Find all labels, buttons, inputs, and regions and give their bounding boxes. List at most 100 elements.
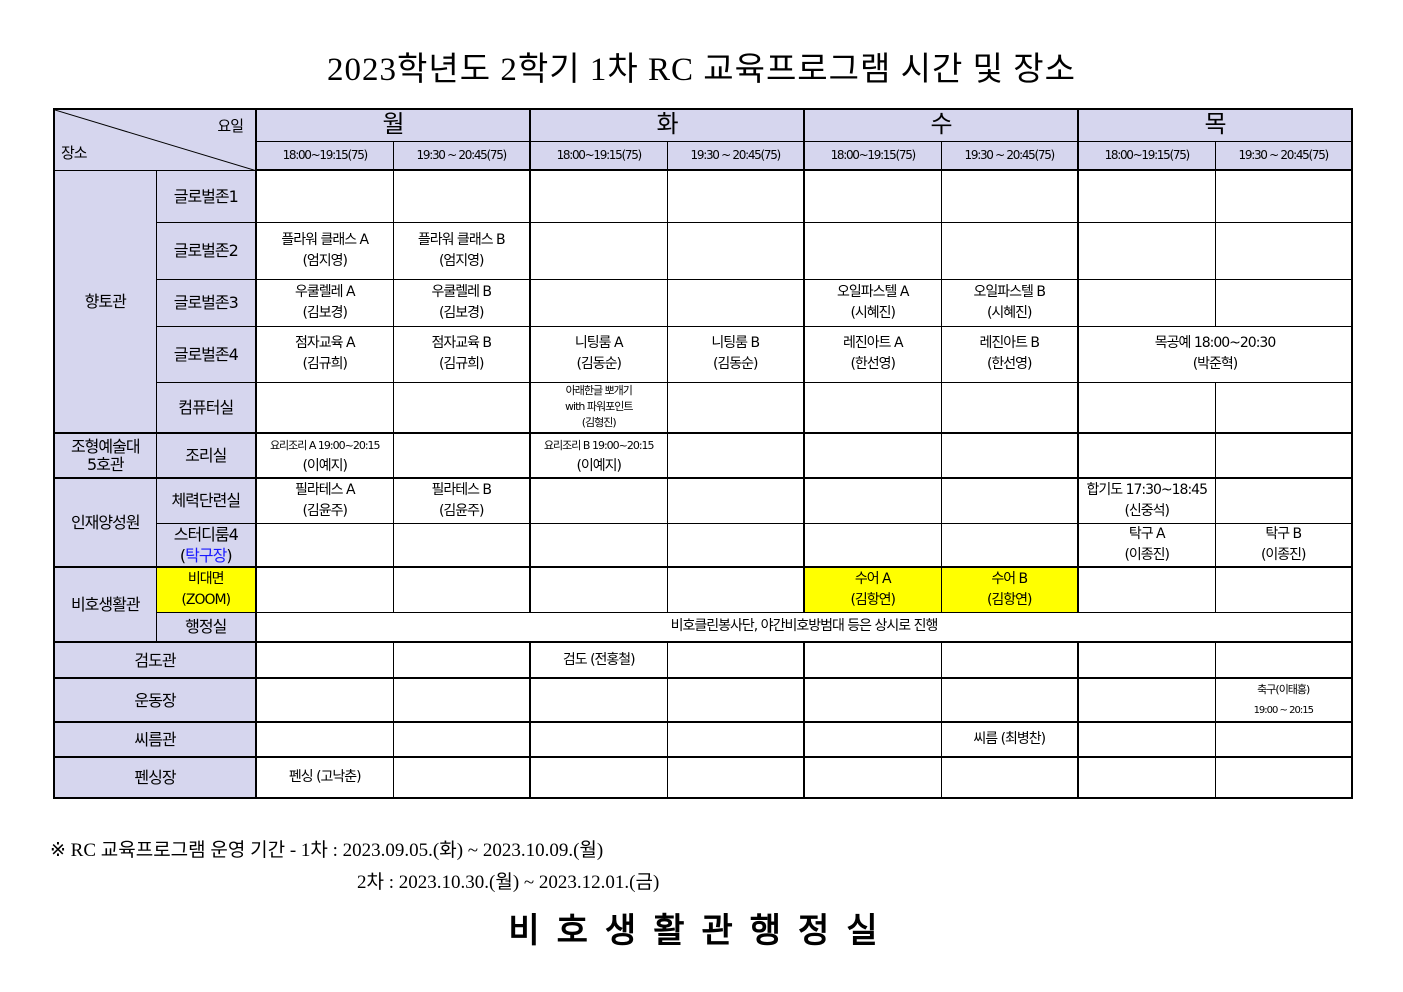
schedule-cell bbox=[803, 432, 942, 479]
schedule-cell bbox=[940, 641, 1079, 679]
schedule-cell: 축구(이태홍) 19:00 ~ 20:15 bbox=[1214, 677, 1353, 723]
table-row: 인재양성원 체력단련실 필라테스 A (김윤주) 필라테스 B (김윤주) 합기도 17:3… bbox=[53, 477, 1353, 568]
day-header: 목 bbox=[1077, 108, 1353, 142]
cell-line: 검도 (전홍철) bbox=[562, 651, 636, 668]
place-cell: 검도관 bbox=[53, 641, 257, 679]
building-cell: 비호생활관 bbox=[53, 566, 157, 643]
table-row: 글로벌존2 플라워 클래스 A (엄지영) 플라워 클래스 B (엄지영) bbox=[54, 221, 1353, 280]
table-row: 운동장 축구(이태홍) 19:00 ~ 20:15 bbox=[53, 677, 1353, 723]
schedule-cell bbox=[1214, 477, 1353, 524]
schedule-cell bbox=[392, 721, 531, 758]
corner-cell: 요일 장소 bbox=[53, 108, 257, 171]
schedule-cell bbox=[255, 641, 394, 679]
schedule-cell bbox=[255, 169, 394, 223]
schedule-cell bbox=[255, 721, 394, 758]
room-cell: 스터디룸4 (탁구장) bbox=[155, 522, 257, 568]
schedule-cell bbox=[666, 169, 805, 223]
schedule-cell bbox=[392, 641, 531, 679]
schedule-cell bbox=[803, 477, 942, 524]
cell-line: 우쿨렐레 B bbox=[431, 283, 492, 300]
place-cell: 씨름관 bbox=[53, 721, 257, 758]
room-sub-highlight: 탁구장 bbox=[185, 545, 227, 565]
schedule-cell bbox=[1077, 432, 1216, 479]
time-slot-header: 18:00~19:15(75) bbox=[255, 140, 394, 171]
cell-line: (김윤주) bbox=[302, 502, 348, 519]
room-cell: 컴퓨터실 bbox=[155, 381, 257, 434]
schedule-cell bbox=[529, 221, 668, 280]
table-row: 씨름관 씨름 (최병찬) bbox=[53, 721, 1353, 758]
schedule-cell bbox=[255, 522, 394, 568]
room-cell: 비대면 (ZOOM) bbox=[155, 566, 257, 613]
cell-line: (김규희) bbox=[438, 356, 485, 372]
day-header: 수 bbox=[803, 108, 1079, 142]
schedule-cell: 플라워 클래스 A (엄지영) bbox=[255, 221, 394, 280]
schedule-cell bbox=[255, 381, 394, 434]
table-row: 스터디룸4 (탁구장) 탁구 A (이종진) 탁구 B (이종진) bbox=[54, 522, 1353, 568]
table-row: 조형예술대 5호관 조리실 요리조리 A 19:00~20:15 (이예지) 요리조리 B… bbox=[53, 432, 1353, 479]
schedule-cell bbox=[666, 221, 805, 280]
period-note-2: 2차 : 2023.10.30.(월) ~ 2023.12.01.(금) bbox=[357, 872, 660, 893]
cell-line: 점자교육 B bbox=[431, 335, 492, 351]
room-name: 컴퓨터실 bbox=[178, 397, 234, 417]
schedule-cell bbox=[1077, 566, 1216, 613]
schedule-cell: 요리조리 B 19:00~20:15 (이예지) bbox=[529, 432, 668, 479]
schedule-cell bbox=[392, 756, 531, 799]
room-cell: 글로벌존1 bbox=[155, 169, 257, 223]
schedule-cell bbox=[666, 477, 805, 524]
cell-line: (한선영) bbox=[850, 356, 896, 372]
schedule-cell bbox=[666, 566, 805, 613]
time-slot-header: 19:30 ~ 20:45(75) bbox=[1214, 140, 1353, 171]
table-row: 향토관 글로벌존1 bbox=[53, 169, 1353, 434]
room-cell: 행정실 bbox=[155, 611, 257, 643]
room-name: 조리실 bbox=[185, 446, 227, 465]
schedule-cell bbox=[940, 221, 1079, 280]
schedule-cell: 우쿨렐레 B (김보경) bbox=[392, 278, 531, 327]
cell-line: (김항연) bbox=[850, 591, 896, 608]
building-name: 5호관 bbox=[86, 454, 125, 474]
time-slot-header: 18:00~19:15(75) bbox=[803, 140, 942, 171]
schedule-cell bbox=[666, 641, 805, 679]
schedule-cell bbox=[1077, 381, 1216, 434]
cell-line: 플라워 클래스 A bbox=[281, 231, 369, 248]
room-name: 스터디룸4 bbox=[173, 524, 239, 544]
cell-line: 오일파스텔 A bbox=[837, 283, 909, 300]
schedule-cell: 점자교육 B (김규희) bbox=[392, 325, 531, 383]
schedule-cell bbox=[392, 677, 531, 723]
schedule-cell bbox=[1077, 221, 1216, 280]
schedule-cell bbox=[255, 677, 394, 723]
schedule-cell: 니팅룸 A (김동순) bbox=[529, 325, 668, 383]
schedule-cell bbox=[1077, 641, 1216, 679]
place-cell: 펜싱장 bbox=[53, 756, 257, 799]
schedule-cell bbox=[803, 641, 942, 679]
schedule-cell: 목공예 18:00~20:30 (박준혁) bbox=[1077, 325, 1353, 383]
schedule-cell: 탁구 B (이종진) bbox=[1214, 522, 1353, 568]
cell-line: 오일파스텔 B bbox=[973, 283, 1046, 300]
schedule-cell: 검도 (전홍철) bbox=[529, 641, 668, 679]
schedule-cell bbox=[1214, 756, 1353, 799]
cell-line: 요리조리 B 19:00~20:15 bbox=[543, 438, 655, 452]
schedule-cell bbox=[666, 756, 805, 799]
time-slot-header: 19:30 ~ 20:45(75) bbox=[392, 140, 531, 171]
time-slot-header: 18:00~19:15(75) bbox=[1077, 140, 1216, 171]
table-row: 비호생활관 비대면 (ZOOM) 수어 A (김항연) 수어 B (김항연) bbox=[53, 566, 1353, 643]
cell-line: 우쿨렐레 A bbox=[294, 283, 356, 300]
schedule-cell bbox=[940, 477, 1079, 524]
schedule-cell bbox=[392, 432, 531, 479]
schedule-cell bbox=[940, 522, 1079, 568]
room-cell: 글로벌존3 bbox=[155, 278, 257, 327]
room-name: 비대면 bbox=[187, 570, 225, 587]
schedule-cell bbox=[1214, 432, 1353, 479]
room-name: 글로벌존3 bbox=[173, 293, 239, 312]
day-header: 월 bbox=[255, 108, 531, 142]
schedule-cell bbox=[529, 756, 668, 799]
schedule-table: 요일 장소 월 화 수 목 18:00~19:15(75) 19:30 ~ 20:45(75)… bbox=[53, 108, 1353, 799]
room-name: 글로벌존4 bbox=[173, 344, 239, 364]
schedule-cell bbox=[1214, 381, 1353, 434]
period-note-1: ※ RC 교육프로그램 운영 기간 - 1차 : 2023.09.05.(화) … bbox=[50, 840, 604, 861]
cell-line: (김규희) bbox=[302, 356, 348, 372]
cell-line: 수어 B bbox=[991, 570, 1028, 587]
schedule-cell: 요리조리 A 19:00~20:15 (이예지) bbox=[255, 432, 394, 479]
schedule-cell bbox=[1214, 566, 1353, 613]
schedule-cell: 수어 B (김항연) bbox=[940, 566, 1079, 613]
room-name: 체력단련실 bbox=[171, 491, 241, 511]
